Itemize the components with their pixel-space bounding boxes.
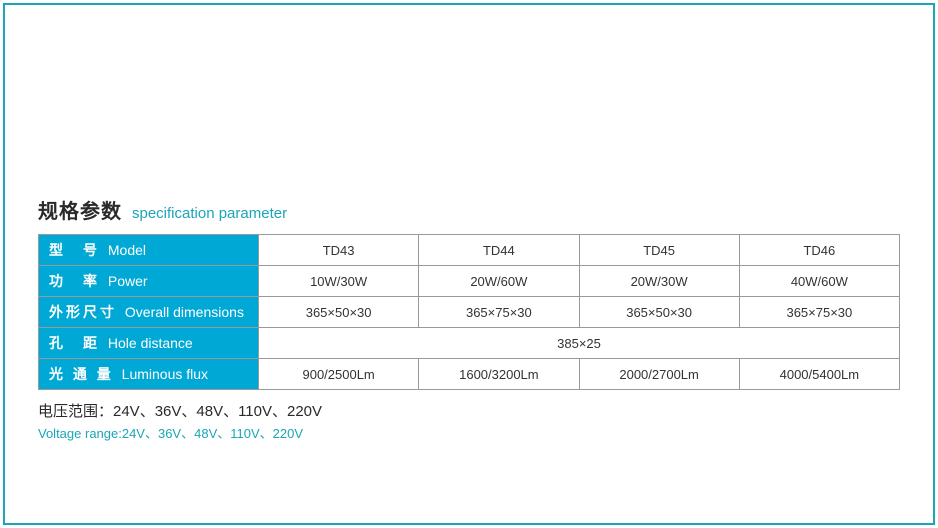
content-area: 规格参数 specification parameter 型 号 Model T…: [38, 195, 900, 442]
row-header-en: Model: [108, 242, 146, 258]
row-header-dimensions: 外形尺寸 Overall dimensions: [39, 297, 259, 328]
cell-power-3: 40W/60W: [739, 266, 899, 297]
cell-flux-0: 900/2500Lm: [259, 359, 419, 390]
row-header-en: Overall dimensions: [125, 304, 244, 320]
table-row: 光 通 量 Luminous flux 900/2500Lm 1600/3200…: [39, 359, 900, 390]
title-en: specification parameter: [132, 205, 287, 222]
spec-table: 型 号 Model TD43 TD44 TD45 TD46 功 率 Power …: [38, 234, 900, 390]
cell-dim-0: 365×50×30: [259, 297, 419, 328]
row-header-en: Power: [108, 273, 148, 289]
footer-cn: 电压范围：24V、36V、48V、110V、220V: [38, 400, 900, 421]
row-header-flux: 光 通 量 Luminous flux: [39, 359, 259, 390]
table-row: 外形尺寸 Overall dimensions 365×50×30 365×75…: [39, 297, 900, 328]
cell-model-1: TD44: [419, 235, 579, 266]
cell-dim-1: 365×75×30: [419, 297, 579, 328]
cell-model-2: TD45: [579, 235, 739, 266]
cell-flux-2: 2000/2700Lm: [579, 359, 739, 390]
cell-flux-3: 4000/5400Lm: [739, 359, 899, 390]
row-header-cn: 孔 距: [49, 335, 100, 351]
row-header-cn: 功 率: [49, 273, 100, 289]
title-row: 规格参数 specification parameter: [38, 195, 900, 224]
row-header-cn: 型 号: [49, 242, 100, 258]
cell-dim-2: 365×50×30: [579, 297, 739, 328]
title-cn: 规格参数: [38, 195, 122, 224]
row-header-cn: 光 通 量: [49, 366, 114, 382]
cell-dim-3: 365×75×30: [739, 297, 899, 328]
row-header-en: Luminous flux: [122, 366, 208, 382]
table-row: 型 号 Model TD43 TD44 TD45 TD46: [39, 235, 900, 266]
row-header-cn: 外形尺寸: [49, 304, 117, 320]
cell-model-0: TD43: [259, 235, 419, 266]
cell-flux-1: 1600/3200Lm: [419, 359, 579, 390]
cell-hole-merged: 385×25: [259, 328, 900, 359]
table-row: 孔 距 Hole distance 385×25: [39, 328, 900, 359]
row-header-en: Hole distance: [108, 335, 193, 351]
row-header-hole: 孔 距 Hole distance: [39, 328, 259, 359]
cell-power-1: 20W/60W: [419, 266, 579, 297]
row-header-power: 功 率 Power: [39, 266, 259, 297]
cell-power-2: 20W/30W: [579, 266, 739, 297]
row-header-model: 型 号 Model: [39, 235, 259, 266]
footer-en: Voltage range:24V、36V、48V、110V、220V: [38, 423, 900, 442]
table-row: 功 率 Power 10W/30W 20W/60W 20W/30W 40W/60…: [39, 266, 900, 297]
cell-model-3: TD46: [739, 235, 899, 266]
cell-power-0: 10W/30W: [259, 266, 419, 297]
